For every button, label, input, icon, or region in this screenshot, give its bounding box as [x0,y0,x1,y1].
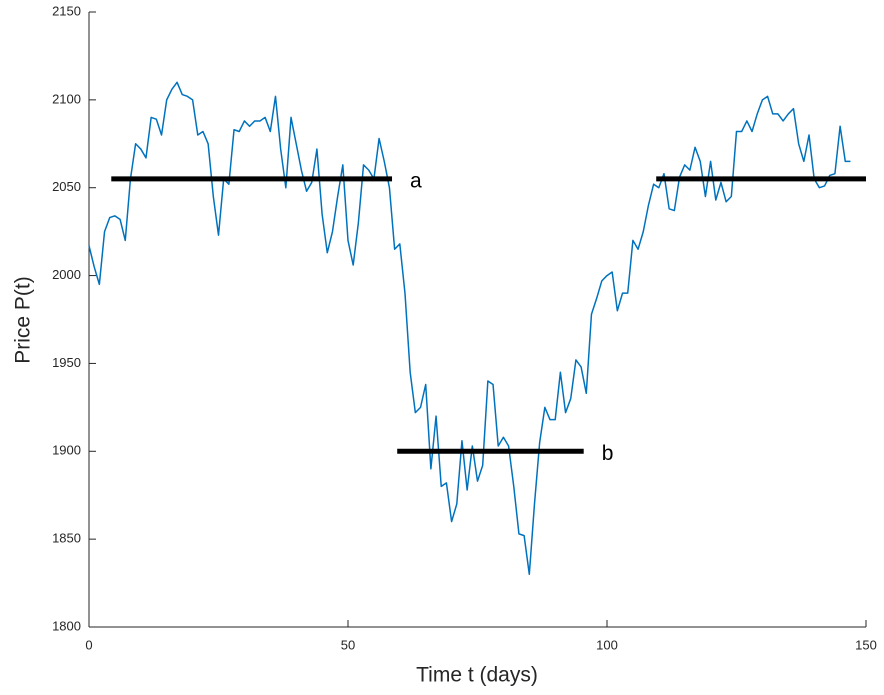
segment-label: a [410,169,422,192]
x-tick-label: 0 [85,637,92,652]
y-tick-label: 2050 [52,179,81,194]
y-tick-label: 1800 [52,618,81,633]
y-tick-label: 1900 [52,443,81,458]
x-axis-title: Time t (days) [416,664,538,687]
y-tick-label: 1850 [52,531,81,546]
y-axis-title: Price P(t) [12,276,35,364]
y-tick-label: 2000 [52,267,81,282]
x-tick-label: 50 [341,637,355,652]
y-tick-label: 1950 [52,355,81,370]
x-tick-label: 150 [855,637,877,652]
y-tick-label: 2100 [52,91,81,106]
segment-label: b [602,442,614,465]
x-tick-label: 100 [596,637,618,652]
y-tick-label: 2150 [52,3,81,18]
price-line [88,81,851,576]
